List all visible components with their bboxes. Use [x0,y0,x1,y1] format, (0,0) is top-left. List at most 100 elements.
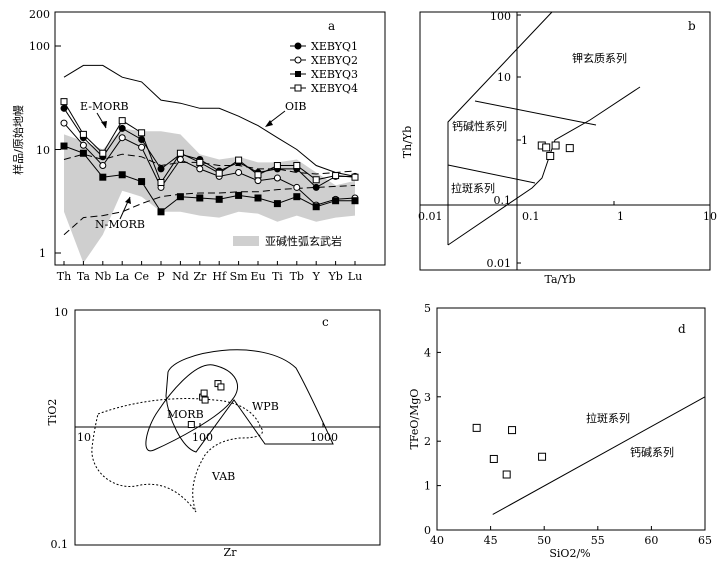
point-xebyq4-ti [273,162,281,170]
point-xebyq1-th [60,104,68,112]
series-line-xebyq2 [63,122,356,206]
point-xebyq2-nd [176,156,184,164]
point-xebyq4-eu [254,171,262,179]
panel-c-points [187,380,225,429]
point-xebyq2-sm [235,168,243,176]
panel-b-points [537,141,574,160]
point-xebyq4-tb [293,162,301,170]
point-xebyq4-zr [196,158,204,166]
point-xebyq2-tb [293,183,301,191]
panel-c-ytick-10: 10 [54,306,68,319]
point-xebyq2-la [118,134,126,142]
point-xebyq2-zr [196,165,204,173]
point-xebyq3-ce [138,178,146,186]
arrowhead-oib [265,120,273,127]
panel-a-ytick-200: 200 [29,8,50,21]
point-xebyq3-nb [99,173,107,181]
panel-d-xtick-60: 60 [644,534,658,547]
svg-text:XEBYQ4: XEBYQ4 [311,82,358,95]
panel-a-xtick-hf: Hf [212,270,227,283]
panel-d-point-2 [489,454,498,463]
panel-c-xtick-1000: 1000 [310,431,338,444]
panel-b-ytick-10: 10 [497,71,511,84]
panel-a-ytick-1: 1 [39,247,46,260]
panel-b-point-4 [551,141,560,150]
legend-item-arc-field: 亚碱性弧玄武岩 [233,234,342,248]
point-xebyq3-sm [235,191,243,199]
panel-c-xtick-10: 10 [77,431,91,444]
panel-a-xticks: Th Ta Nb La Ce P Nd Zr Hf Sm Eu Ti Tb Y Yb Lu [57,261,362,283]
panel-c-ytick-0.1: 0.1 [51,538,69,551]
series-line-xebyq4 [63,101,356,184]
panel-a-ytick-100: 100 [29,40,50,53]
panel-b-point-3 [546,151,555,160]
svg-text:XEBYQ1: XEBYQ1 [311,40,358,53]
reference-curve-n-morb [63,184,356,236]
point-xebyq3-p [157,208,165,216]
point-xebyq4-ce [138,129,146,137]
panel-a-xtick-nb: Nb [94,270,111,283]
panel-a-xtick-eu: Eu [250,270,265,283]
panel-a-xtick-ta: Ta [77,270,90,283]
point-xebyq3-la [118,171,126,179]
panel-b-region-shoshonitic: 钾玄质系列 [572,51,627,65]
label-n-morb: N-MORB [95,218,145,231]
reference-curve-oib [63,64,356,177]
panel-d-ytick-4: 4 [424,346,431,359]
panel-c-xtick-100: 100 [192,431,213,444]
svg-text:XEBYQ2: XEBYQ2 [311,54,358,67]
panel-d-ytick-0: 0 [424,524,431,537]
panel-d-xtick-65: 65 [698,534,712,547]
panel-a: a 样品/原始地幔 1 10 100 200 Th Ta Nb La Ce P Nd Zr Hf… [11,8,386,283]
arrowhead-e-morb [101,121,107,128]
series-line-xebyq1 [63,108,355,189]
panel-c-point-5 [201,396,209,404]
panel-a-ylabel: 样品/原始地幔 [11,105,25,175]
panel-b-ytick-0.1: 0.1 [494,194,512,207]
panel-c-morb-field [145,364,238,452]
point-xebyq4-nb [99,149,107,157]
panel-d-xlabel: SiO2/% [549,547,590,560]
point-xebyq4-ta [79,130,87,138]
legend-item-xebyq4: XEBYQ4 [290,82,358,95]
point-xebyq3-nd [176,193,184,201]
point-xebyq3-hf [215,195,223,203]
panel-a-frame [54,11,386,266]
panel-a-xtick-sm: Sm [230,270,249,283]
panel-b-xlabel: Ta/Yb [544,273,575,286]
legend-item-xebyq1: XEBYQ1 [290,40,358,53]
panel-b-point-5 [565,144,574,153]
panel-a-ytick-10: 10 [36,144,50,157]
panel-a-xtick-lu: Lu [348,270,362,283]
panel-a-yticks: 1 10 100 200 [29,8,61,260]
panel-d-divider-line [492,396,706,515]
point-xebyq4-hf [215,169,223,177]
panel-c-region-vab: VAB [211,470,235,483]
panel-d-ylabel: TFeO/MgO [408,389,421,450]
panel-c-ticks [199,423,324,427]
arrowhead-n-morb [125,197,131,204]
point-xebyq2-nb [99,162,107,170]
panel-a-xtick-la: La [115,270,129,283]
panel-a-letter: a [328,19,335,33]
panel-b-frame [419,11,711,271]
point-xebyq4-nd [176,149,184,157]
panel-b-xtick-10: 10 [703,210,717,223]
panel-d-point-5 [538,452,547,461]
panel-b-region-tholeiitic: 拉斑系列 [451,181,495,195]
point-xebyq3-ta [79,149,87,157]
panel-d-ytick-5: 5 [424,302,431,315]
panel-a-xtick-zr: Zr [193,270,207,283]
panel-b-ytick-0.01: 0.01 [487,257,512,270]
point-xebyq2-th [60,119,68,127]
point-xebyq3-zr [196,194,204,202]
panel-b-letter: b [688,19,696,33]
panel-c-xlabel: Zr [224,546,238,559]
panel-d-frame [436,307,706,531]
panel-c: c 10 100 1000 0.1 10 TiO2 Zr MORB WPB VA… [46,306,381,559]
panel-d-points [472,423,547,479]
panel-c-vab-field [91,398,263,513]
series-line-xebyq3 [63,145,355,213]
